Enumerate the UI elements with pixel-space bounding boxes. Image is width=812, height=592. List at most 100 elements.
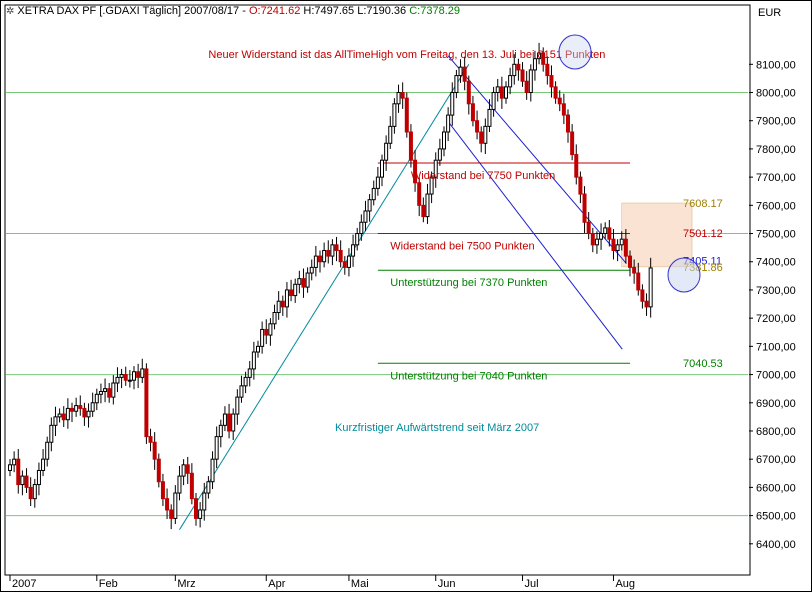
candle-body — [429, 176, 434, 195]
candle-body — [512, 63, 517, 77]
candle-body — [144, 368, 149, 438]
trend-annotation: Kurzfristiger Aufwärtstrend seit März 20… — [335, 422, 539, 434]
x-tick-label: Mrz — [177, 578, 195, 590]
level-label-resistance-7750: Widerstand bei 7750 Punkten — [411, 170, 555, 182]
gear-icon[interactable]: ✲ — [6, 6, 15, 17]
y-tick-label: 7200,00 — [756, 313, 796, 325]
candle-body — [417, 182, 422, 206]
candle-body — [53, 416, 58, 426]
candle-body — [189, 472, 194, 500]
candle-body — [466, 80, 471, 105]
low-value: 7190.36 — [366, 5, 407, 17]
candle-body — [532, 58, 537, 71]
y-tick-label: 7600,00 — [756, 200, 796, 212]
candle-body — [437, 148, 442, 161]
highlight-ellipse-top — [558, 34, 592, 70]
candle-body — [24, 475, 29, 488]
y-tick-label: 8100,00 — [756, 59, 796, 71]
candle-body — [206, 481, 211, 494]
candle-body — [557, 97, 562, 105]
candle-body — [400, 92, 405, 99]
y-tick-label: 7400,00 — [756, 257, 796, 269]
candle-body — [239, 385, 244, 398]
candle-body — [380, 159, 384, 178]
candle-body — [32, 484, 37, 500]
candle-body — [549, 75, 554, 88]
candle-body — [508, 75, 513, 88]
candle-body — [20, 475, 25, 486]
candle-body — [450, 92, 455, 116]
candle-body — [214, 436, 219, 460]
candle-body — [619, 238, 624, 246]
candle-body — [359, 221, 364, 235]
candle-body — [330, 244, 335, 257]
candle-body — [227, 413, 232, 432]
high-label: H: — [303, 5, 315, 17]
candle-body — [8, 464, 12, 471]
candle-body — [61, 413, 66, 421]
candle-body — [392, 103, 397, 127]
x-tick-label: Jun — [438, 578, 456, 590]
candle-body — [566, 114, 570, 133]
candle-body — [41, 458, 46, 471]
candle-body — [475, 120, 480, 133]
currency-label: EUR — [758, 7, 782, 19]
candle-body — [251, 351, 256, 370]
high-value: 7497.65 — [314, 5, 355, 17]
candle-body — [70, 407, 74, 412]
low-label: L: — [357, 5, 367, 17]
x-tick-label: Mai — [351, 578, 369, 590]
candle-body — [94, 393, 99, 404]
candle-body — [545, 63, 550, 77]
candle-body — [413, 159, 418, 184]
candle-body — [36, 469, 41, 486]
candle-body — [301, 278, 306, 288]
candle-body — [309, 266, 314, 274]
candle-body — [140, 368, 145, 378]
y-tick-label: 7000,00 — [756, 370, 796, 382]
candle-body — [82, 407, 87, 418]
x-tick-label: Feb — [99, 578, 118, 590]
candle-body — [632, 266, 637, 274]
candle-body — [181, 464, 186, 477]
candle-body — [313, 255, 318, 268]
candle-body — [458, 66, 463, 77]
candle-body — [160, 481, 165, 500]
candle-body — [16, 458, 21, 486]
candle-body — [421, 204, 426, 218]
candle-body — [198, 509, 203, 519]
candle-body — [297, 278, 302, 285]
candle-body — [86, 410, 91, 418]
candle-body — [648, 267, 653, 308]
trendline — [179, 64, 470, 530]
candle-body — [491, 92, 496, 110]
candle-body — [574, 154, 579, 178]
candle-body — [442, 131, 446, 150]
candle-body — [607, 227, 612, 240]
candle-body — [276, 300, 281, 314]
candle-body — [404, 97, 409, 133]
candle-body — [152, 441, 157, 460]
candle-body — [499, 86, 504, 99]
candle-body — [194, 498, 198, 519]
channel-lower — [447, 120, 623, 350]
y-tick-label: 6700,00 — [756, 454, 796, 466]
candle-body — [45, 441, 50, 460]
candle-body — [119, 374, 124, 378]
open-label: O: — [248, 5, 261, 17]
candle-body — [582, 193, 587, 223]
candle-body — [185, 464, 190, 474]
candle-body — [553, 86, 558, 99]
candle-body — [165, 498, 170, 511]
candle-body — [127, 379, 132, 382]
candle-body — [570, 131, 575, 156]
y-tick-label: 7700,00 — [756, 172, 796, 184]
y-tick-label: 6800,00 — [756, 426, 796, 438]
candle-body — [520, 69, 525, 82]
candle-body — [136, 371, 141, 378]
candle-body — [12, 458, 17, 466]
x-tick-label: Aug — [615, 578, 635, 590]
candle-body — [640, 289, 645, 302]
